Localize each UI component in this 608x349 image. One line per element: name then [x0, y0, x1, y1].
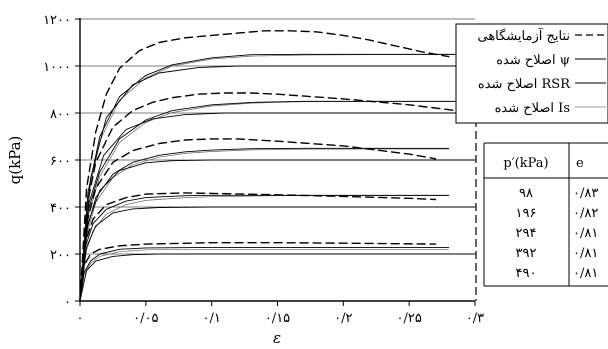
x-tick-label-5: ۰/۲۵ — [397, 311, 422, 326]
axes — [79, 18, 477, 302]
series-p392-solid-14 — [79, 112, 476, 302]
axis-ticks: ۰ ۲۰۰ ۴۰۰ ۶۰۰ ۸۰۰ ۱۰۰۰ ۱۲۰۰ ۰ ۰/۰۵ ۰/۱ ۰/۱۵ ۰/۲ ۰/۲۵… — [43, 13, 484, 326]
series-p392-thin-15 — [79, 101, 476, 302]
series-p196-solid-5 — [79, 194, 450, 302]
table-cell-pressure-3: ۳۹۲ — [516, 246, 537, 261]
series-p294-solid-9 — [79, 147, 450, 302]
table-cell-pressure-2: ۲۹۴ — [516, 226, 537, 241]
x-axis-title: ε — [273, 329, 281, 347]
table-cell-pressure-4: ۴۹۰ — [516, 266, 537, 281]
table-cell-pressure-0: ۹۸ — [519, 186, 533, 201]
series-p196-solid-6 — [79, 206, 476, 302]
legend-label-rsr: اصلاح شده RSR — [478, 77, 571, 92]
table-cell-void-ratio-1: ۰/۸۲ — [573, 206, 598, 221]
parameter-table: p′(kPa) e ۹۸ ۰/۸۳ ۱۹۶ ۰/۸۲ ۲۹۴ ۰/۸۱ ۳۹۲ ۰/۸۱ ۴۹۰… — [483, 142, 608, 287]
series-lines — [79, 30, 476, 302]
x-tick-label-6: ۰/۳ — [466, 311, 484, 326]
y-tick-label-5: ۱۰۰۰ — [43, 60, 71, 75]
table-cell-void-ratio-0: ۰/۸۳ — [573, 186, 598, 201]
series-p196-dashed-4 — [79, 192, 437, 302]
x-tick-label-2: ۰/۱ — [202, 311, 220, 326]
series-p98-solid-1 — [79, 246, 450, 302]
x-tick-label-4: ۰/۲ — [334, 311, 352, 326]
series-p294-solid-10 — [79, 159, 476, 302]
series-p98-solid-2 — [79, 253, 476, 302]
legend-box — [455, 23, 608, 124]
legend: نتایج آزمایشگاهی اصلاح شده ψ اصلاح شده R… — [455, 23, 608, 124]
series-p392-dashed-12 — [79, 92, 476, 302]
y-tick-label-1: ۲۰۰ — [50, 248, 71, 263]
y-tick-label-6: ۱۲۰۰ — [43, 13, 71, 28]
series-p490-solid-17 — [79, 53, 476, 302]
x-tick-label-0: ۰ — [77, 311, 84, 326]
table-rows: ۹۸ ۰/۸۳ ۱۹۶ ۰/۸۲ ۲۹۴ ۰/۸۱ ۳۹۲ ۰/۸۱ ۴۹۰ ۰/۸۱ — [516, 186, 599, 281]
y-tick-label-3: ۶۰۰ — [50, 154, 71, 169]
legend-label-psi: اصلاح شده ψ — [496, 53, 570, 68]
series-p490-dashed-16 — [79, 30, 450, 302]
table-cell-void-ratio-2: ۰/۸۱ — [573, 226, 598, 241]
legend-label-is: اصلاح شده Is — [495, 101, 570, 116]
x-tick-label-1: ۰/۰۵ — [133, 311, 158, 326]
series-p294-dashed-8 — [79, 138, 437, 302]
table-cell-pressure-1: ۱۹۶ — [516, 206, 537, 221]
y-tick-label-2: ۴۰۰ — [50, 201, 71, 216]
series-p98-dashed-0 — [79, 241, 437, 302]
y-tick-label-4: ۸۰۰ — [50, 107, 71, 122]
table-cell-void-ratio-3: ۰/۸۱ — [573, 246, 598, 261]
x-tick-label-3: ۰/۱۵ — [265, 311, 290, 326]
table-cell-void-ratio-4: ۰/۸۱ — [573, 266, 598, 281]
y-axis-title: q(kPa) — [6, 136, 24, 185]
table-header-pressure: p′(kPa) — [503, 156, 548, 171]
series-p490-thin-19 — [79, 54, 476, 302]
legend-label-experimental: نتایج آزمایشگاهی — [477, 27, 570, 44]
series-p490-solid-18 — [79, 65, 476, 302]
y-tick-label-0: ۰ — [64, 295, 71, 310]
table-header-void-ratio: e — [576, 156, 584, 171]
series-p392-solid-13 — [79, 100, 476, 302]
series-p98-thin-3 — [79, 248, 450, 302]
series-p294-thin-11 — [79, 148, 450, 302]
